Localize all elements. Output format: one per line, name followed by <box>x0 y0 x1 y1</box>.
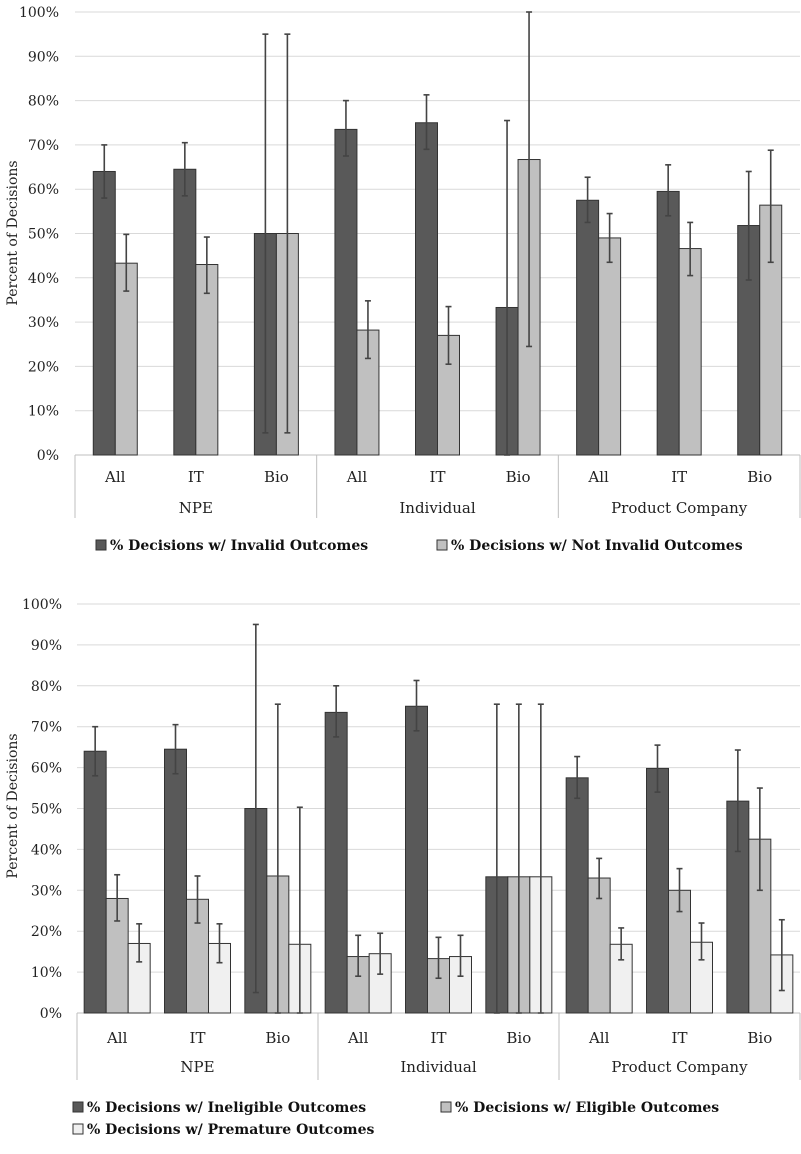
legend-label: % Decisions w/ Eligible Outcomes <box>455 1100 719 1116</box>
category-label: All <box>104 468 126 486</box>
bar <box>598 237 622 456</box>
y-tick-label: 30% <box>31 883 62 899</box>
y-axis-title: Percent of Decisions <box>5 160 21 305</box>
legend-label: % Decisions w/ Not Invalid Outcomes <box>451 538 743 554</box>
y-tick-label: 70% <box>31 720 62 736</box>
y-tick-label: 100% <box>19 5 59 21</box>
bar <box>173 168 197 456</box>
y-tick-label: 50% <box>28 227 59 243</box>
group-label: NPE <box>180 1058 214 1076</box>
bar <box>678 248 702 456</box>
legend-label: % Decisions w/ Invalid Outcomes <box>110 538 368 554</box>
legend-label: % Decisions w/ Premature Outcomes <box>87 1122 375 1138</box>
group-label: Individual <box>399 499 475 517</box>
bar <box>565 777 589 1014</box>
bar <box>114 262 138 456</box>
y-tick-label: 20% <box>28 359 59 375</box>
bar <box>405 705 428 1014</box>
legend-swatch <box>95 539 107 551</box>
category-label: IT <box>671 468 687 486</box>
category-label: Bio <box>747 1029 772 1047</box>
category-label: Bio <box>506 468 531 486</box>
bar <box>576 199 600 456</box>
y-tick-label: 40% <box>31 842 62 858</box>
y-tick-label: 90% <box>31 638 62 654</box>
y-tick-label: 10% <box>31 965 62 981</box>
legend-label: % Decisions w/ Ineligible Outcomes <box>87 1100 366 1116</box>
y-tick-label: 20% <box>31 924 62 940</box>
bar <box>83 750 107 1014</box>
group-label: Individual <box>400 1058 476 1076</box>
y-tick-label: 50% <box>31 802 62 818</box>
y-tick-label: 60% <box>28 182 59 198</box>
category-label: All <box>347 1029 369 1047</box>
y-tick-label: 90% <box>28 49 59 65</box>
category-label: All <box>587 468 609 486</box>
bar <box>92 170 116 456</box>
category-label: All <box>346 468 368 486</box>
category-label: Bio <box>265 1029 290 1047</box>
category-label: IT <box>188 468 204 486</box>
y-tick-label: 80% <box>28 94 59 110</box>
category-label: Bio <box>506 1029 531 1047</box>
y-tick-label: 70% <box>28 138 59 154</box>
y-tick-label: 30% <box>28 315 59 331</box>
group-label: Product Company <box>611 499 748 517</box>
bar <box>164 748 187 1014</box>
bar <box>646 767 669 1014</box>
y-tick-label: 10% <box>28 404 59 420</box>
y-tick-label: 0% <box>37 448 59 464</box>
y-axis-title: Percent of Decisions <box>5 733 21 878</box>
chart-invalid-outcomes: Percent of Decisions 0% 10% 20% 30% 40% 50% 60… <box>5 5 801 554</box>
legend-swatch <box>436 539 448 551</box>
category-label: IT <box>190 1029 206 1047</box>
y-tick-label: 40% <box>28 271 59 287</box>
bar <box>334 128 358 456</box>
legend-swatch <box>72 1101 84 1113</box>
category-label: IT <box>431 1029 447 1047</box>
category-label: All <box>588 1029 610 1047</box>
category-label: All <box>106 1029 128 1047</box>
y-tick-label: 60% <box>31 761 62 777</box>
group-label: Product Company <box>611 1058 748 1076</box>
y-tick-label: 100% <box>22 597 62 613</box>
category-label: IT <box>672 1029 688 1047</box>
bar <box>415 122 438 456</box>
legend-swatch <box>440 1101 452 1113</box>
category-label: IT <box>430 468 446 486</box>
category-label: Bio <box>747 468 772 486</box>
bar <box>324 711 348 1014</box>
y-tick-label: 80% <box>31 679 62 695</box>
bar <box>656 190 680 456</box>
group-label: NPE <box>179 499 213 517</box>
category-label: Bio <box>264 468 289 486</box>
chart-eligibility-outcomes: Percent of Decisions 0% 10% 20% 30% 40% 50% 60… <box>5 597 801 1138</box>
y-tick-label: 0% <box>40 1006 62 1022</box>
legend-swatch <box>72 1123 84 1135</box>
